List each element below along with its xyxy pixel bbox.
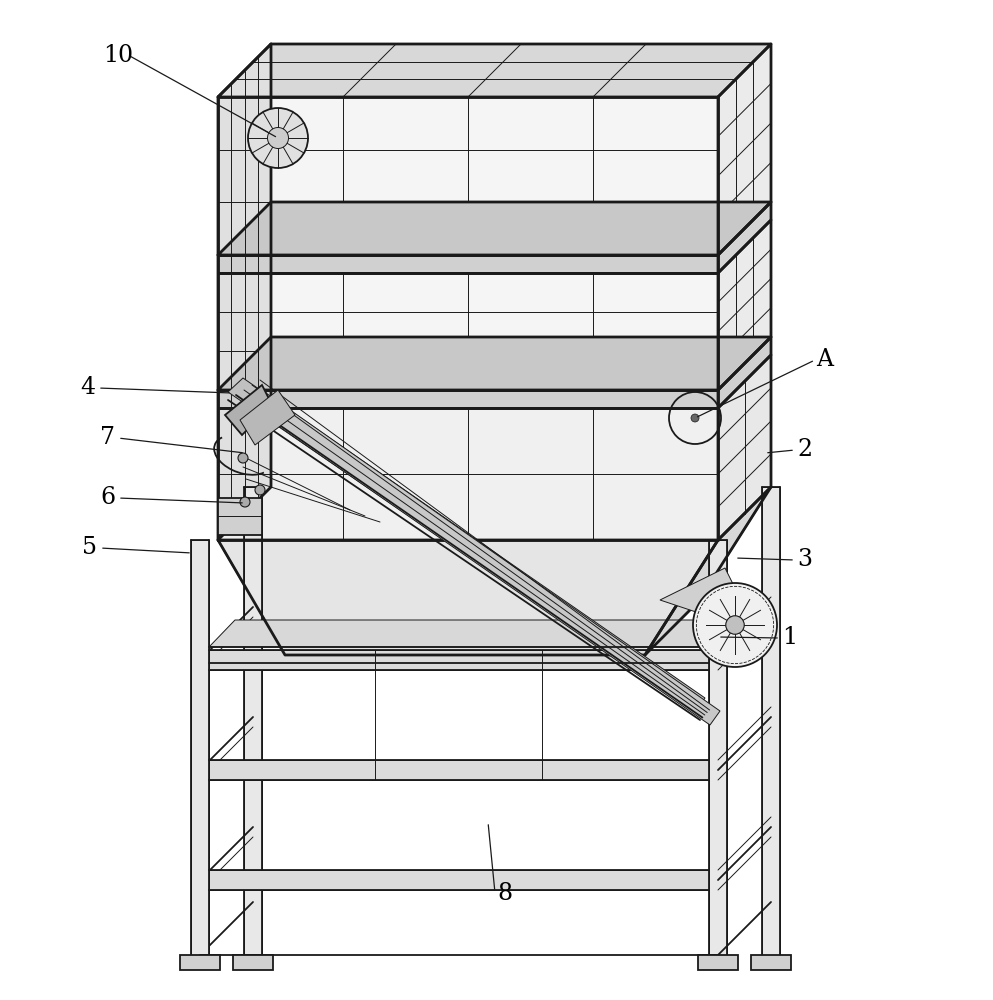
Polygon shape <box>191 540 209 960</box>
Polygon shape <box>218 498 262 535</box>
Polygon shape <box>209 760 709 780</box>
Polygon shape <box>645 487 771 655</box>
Polygon shape <box>248 391 720 725</box>
Polygon shape <box>209 650 709 670</box>
Text: 8: 8 <box>497 882 512 904</box>
Polygon shape <box>244 487 262 960</box>
Polygon shape <box>233 955 273 970</box>
Circle shape <box>726 616 744 634</box>
Polygon shape <box>240 390 295 445</box>
Polygon shape <box>218 408 718 540</box>
Polygon shape <box>718 220 771 390</box>
Circle shape <box>238 453 248 463</box>
Circle shape <box>691 414 699 422</box>
Text: 7: 7 <box>100 426 115 450</box>
Polygon shape <box>218 255 718 273</box>
Polygon shape <box>718 44 771 255</box>
Polygon shape <box>218 337 771 390</box>
Polygon shape <box>218 44 271 540</box>
Polygon shape <box>218 97 718 255</box>
Polygon shape <box>228 378 705 712</box>
Text: 10: 10 <box>103 43 133 66</box>
Polygon shape <box>218 44 771 97</box>
Text: 1: 1 <box>782 626 797 650</box>
Polygon shape <box>218 390 718 408</box>
Polygon shape <box>762 487 780 960</box>
Circle shape <box>255 485 265 495</box>
Circle shape <box>693 583 777 667</box>
Polygon shape <box>218 202 771 255</box>
Polygon shape <box>660 568 735 620</box>
Text: A: A <box>816 349 833 371</box>
Circle shape <box>248 108 308 168</box>
Text: 6: 6 <box>100 487 115 510</box>
Text: 4: 4 <box>80 376 95 399</box>
Polygon shape <box>225 385 272 435</box>
Polygon shape <box>218 540 718 655</box>
Text: 2: 2 <box>797 438 812 462</box>
Polygon shape <box>180 955 220 970</box>
Polygon shape <box>209 870 709 890</box>
Text: 3: 3 <box>797 548 812 572</box>
Text: 5: 5 <box>82 536 97 560</box>
Polygon shape <box>698 955 738 970</box>
Polygon shape <box>209 620 735 647</box>
Circle shape <box>240 497 250 507</box>
Polygon shape <box>718 355 771 540</box>
Polygon shape <box>709 540 727 960</box>
Polygon shape <box>218 273 718 390</box>
Circle shape <box>267 127 289 148</box>
Polygon shape <box>718 337 771 408</box>
Polygon shape <box>751 955 791 970</box>
Polygon shape <box>718 202 771 273</box>
